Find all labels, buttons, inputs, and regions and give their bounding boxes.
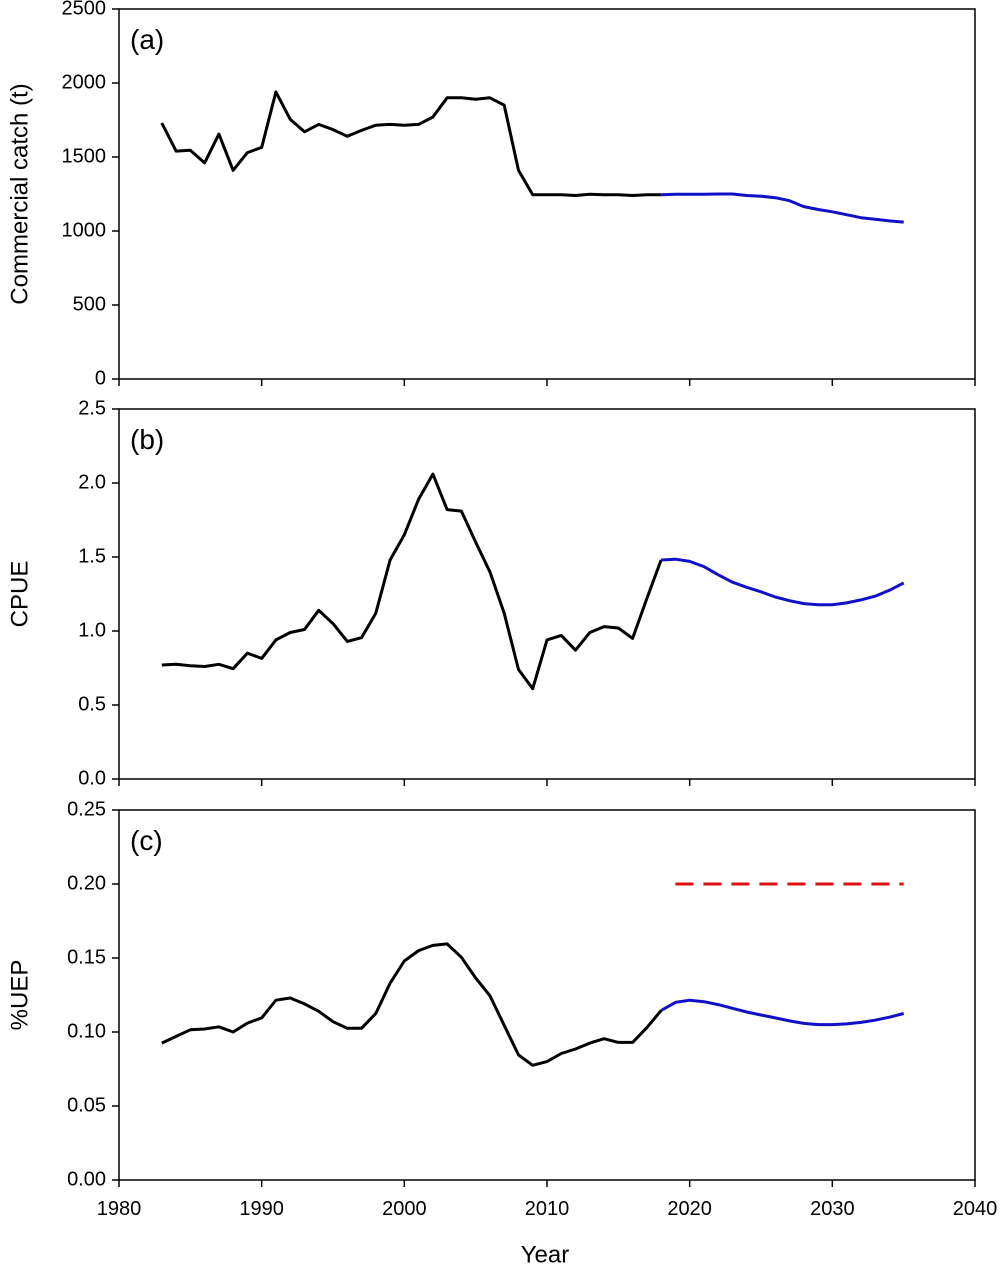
series-line-projection (661, 557, 905, 607)
series-line-projection (661, 192, 904, 224)
y-tick-label: 0.25 (67, 798, 106, 820)
x-tick-label: 1980 (97, 1198, 142, 1220)
y-tick-label: 2000 (62, 71, 107, 93)
y-axis-title: CPUE (6, 561, 33, 628)
x-tick-label: 2040 (953, 1198, 998, 1220)
y-tick-label: 1.0 (78, 619, 106, 641)
x-tick-label: 1990 (239, 1198, 284, 1220)
y-tick-label: 2500 (62, 0, 107, 19)
panel-label: (c) (130, 825, 163, 856)
y-tick-label: 2.0 (78, 471, 106, 493)
x-tick-label: 2000 (382, 1198, 427, 1220)
series-line-projection (660, 998, 905, 1027)
x-tick-label: 2020 (667, 1198, 712, 1220)
x-axis-title: Year (521, 1241, 570, 1268)
y-axis-title: %UEP (6, 960, 33, 1031)
plot-frame (118, 809, 976, 1181)
panel-label: (b) (130, 424, 164, 455)
y-tick-label: 0.20 (67, 872, 106, 894)
series-line-historical (161, 472, 663, 691)
panel-a: 0 500 1000 1500 2000 2500 (a) Commercial catch … (6, 0, 976, 389)
x-tick-label: 2010 (525, 1198, 570, 1220)
plot-frame (118, 408, 976, 780)
y-tick-label: 0.00 (67, 1168, 106, 1190)
panel-label: (a) (130, 24, 164, 55)
y-tick-label: 2.5 (78, 397, 106, 419)
y-tick-label: 0.10 (67, 1020, 106, 1042)
panel-b: 0.0 0.5 1.0 1.5 2.0 2.5 (b) CPUE (6, 397, 976, 789)
y-tick-label: 500 (73, 293, 106, 315)
y-axis-title: Commercial catch (t) (6, 83, 33, 304)
series-line-historical (160, 90, 662, 197)
y-tick-label: 1.5 (78, 545, 106, 567)
y-tick-label: 0 (95, 367, 106, 389)
x-tick-label: 2030 (810, 1198, 855, 1220)
y-tick-label: 1000 (62, 219, 107, 241)
y-tick-label: 1500 (62, 145, 107, 167)
panel-c: 0.00 0.05 0.10 0.15 0.20 0.25 1980 1990 2000 2010… (6, 798, 997, 1268)
y-tick-label: 0.15 (67, 946, 106, 968)
series-line-historical (161, 942, 663, 1067)
y-tick-label: 0.5 (78, 693, 106, 715)
panels: 0 500 1000 1500 2000 2500 (a) Commercial catch … (6, 0, 997, 1268)
y-tick-label: 0.05 (67, 1094, 106, 1116)
y-tick-label: 0.0 (78, 767, 106, 789)
